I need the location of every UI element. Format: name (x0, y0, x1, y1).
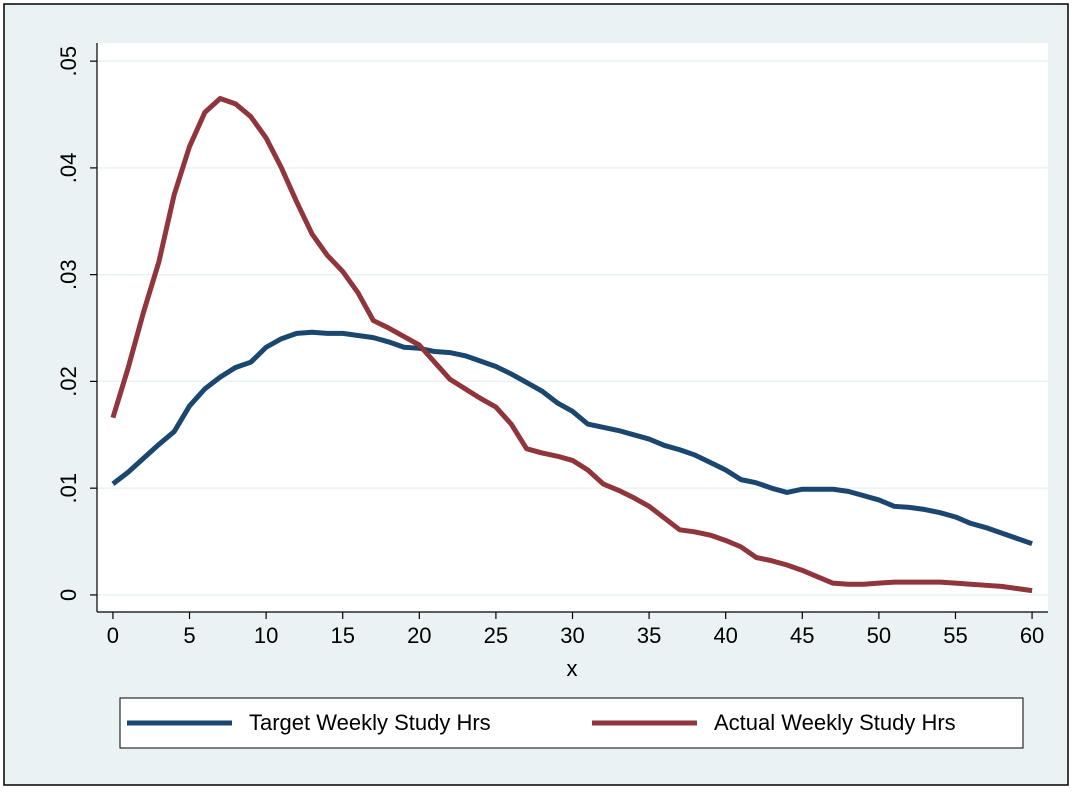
x-axis-title: x (567, 656, 578, 681)
x-tick-label: 40 (713, 623, 737, 648)
x-tick-label: 10 (254, 623, 278, 648)
legend-box (119, 697, 1024, 749)
x-tick-label: 25 (484, 623, 508, 648)
x-tick-label: 15 (330, 623, 354, 648)
series-line (111, 329, 1033, 547)
legend-label: Target Weekly Study Hrs (249, 710, 491, 735)
x-tick-label: 30 (560, 623, 584, 648)
x-tick-label: 60 (1020, 623, 1044, 648)
x-tick-label: 5 (183, 623, 195, 648)
y-tick-label: .03 (56, 259, 81, 290)
y-tick-label: .02 (56, 366, 81, 397)
series-line (110, 96, 1033, 594)
x-tick-label: 45 (790, 623, 814, 648)
x-tick-label: 50 (867, 623, 891, 648)
y-tick-label: 0 (56, 589, 81, 601)
y-tick-label: .05 (56, 46, 81, 77)
x-tick-label: 0 (107, 623, 119, 648)
x-tick-label: 35 (637, 623, 661, 648)
plot-area (97, 43, 1048, 612)
x-tick-label: 20 (407, 623, 431, 648)
x-tick-label: 55 (943, 623, 967, 648)
y-tick-label: .01 (56, 473, 81, 504)
y-tick-label: .04 (56, 153, 81, 184)
legend-label: Actual Weekly Study Hrs (714, 710, 956, 735)
